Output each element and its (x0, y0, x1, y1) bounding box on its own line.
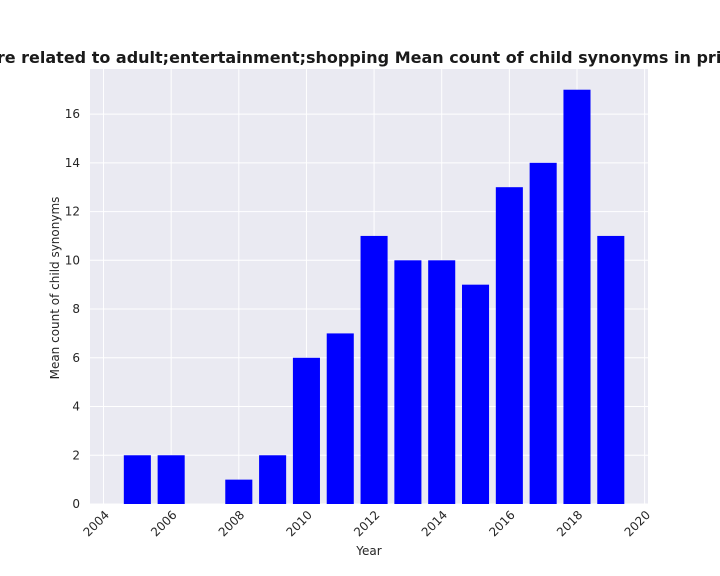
bar-2006 (157, 455, 185, 504)
x-tick-label: 2016 (486, 508, 517, 539)
x-tick-label: 2010 (283, 508, 314, 539)
y-tick-label: 16 (65, 107, 80, 121)
bar-2011 (326, 333, 354, 504)
x-tick-label: 2020 (622, 508, 653, 539)
x-tick-label: 2012 (351, 508, 382, 539)
chart-title: Categories are related to adult;entertai… (0, 48, 720, 67)
y-tick-label: 12 (65, 205, 80, 219)
x-tick-label: 2008 (216, 508, 247, 539)
y-tick-labels: 0 2 4 6 8 10 12 14 16 (65, 107, 80, 511)
bar-2009 (259, 455, 287, 504)
x-tick-label: 2004 (81, 508, 112, 539)
y-tick-label: 0 (72, 497, 80, 511)
y-tick-label: 10 (65, 253, 80, 267)
x-tick-label: 2014 (419, 508, 450, 539)
y-tick-label: 8 (72, 302, 80, 316)
y-tick-label: 2 (72, 448, 80, 462)
bar-2016 (495, 187, 523, 504)
bar-2018 (563, 89, 591, 504)
x-tick-label: 2006 (148, 508, 179, 539)
x-axis-label: Year (355, 544, 381, 558)
x-tick-labels: 2004 2006 2008 2010 2012 2014 2016 2018 2020 (81, 508, 654, 539)
bar-2008 (225, 479, 253, 504)
y-axis-label: Mean count of child synonyms (48, 197, 62, 380)
bar-2019 (597, 235, 625, 504)
bars (123, 89, 625, 504)
bar-2014 (428, 260, 456, 504)
bar-2017 (529, 162, 557, 504)
bar-2005 (123, 455, 151, 504)
bar-2012 (360, 235, 388, 504)
bar-2010 (292, 357, 320, 504)
bar-2015 (462, 284, 490, 504)
bar-2013 (394, 260, 422, 504)
y-tick-label: 6 (72, 351, 80, 365)
y-tick-label: 4 (72, 400, 80, 414)
x-tick-label: 2018 (554, 508, 585, 539)
y-tick-label: 14 (65, 156, 80, 170)
